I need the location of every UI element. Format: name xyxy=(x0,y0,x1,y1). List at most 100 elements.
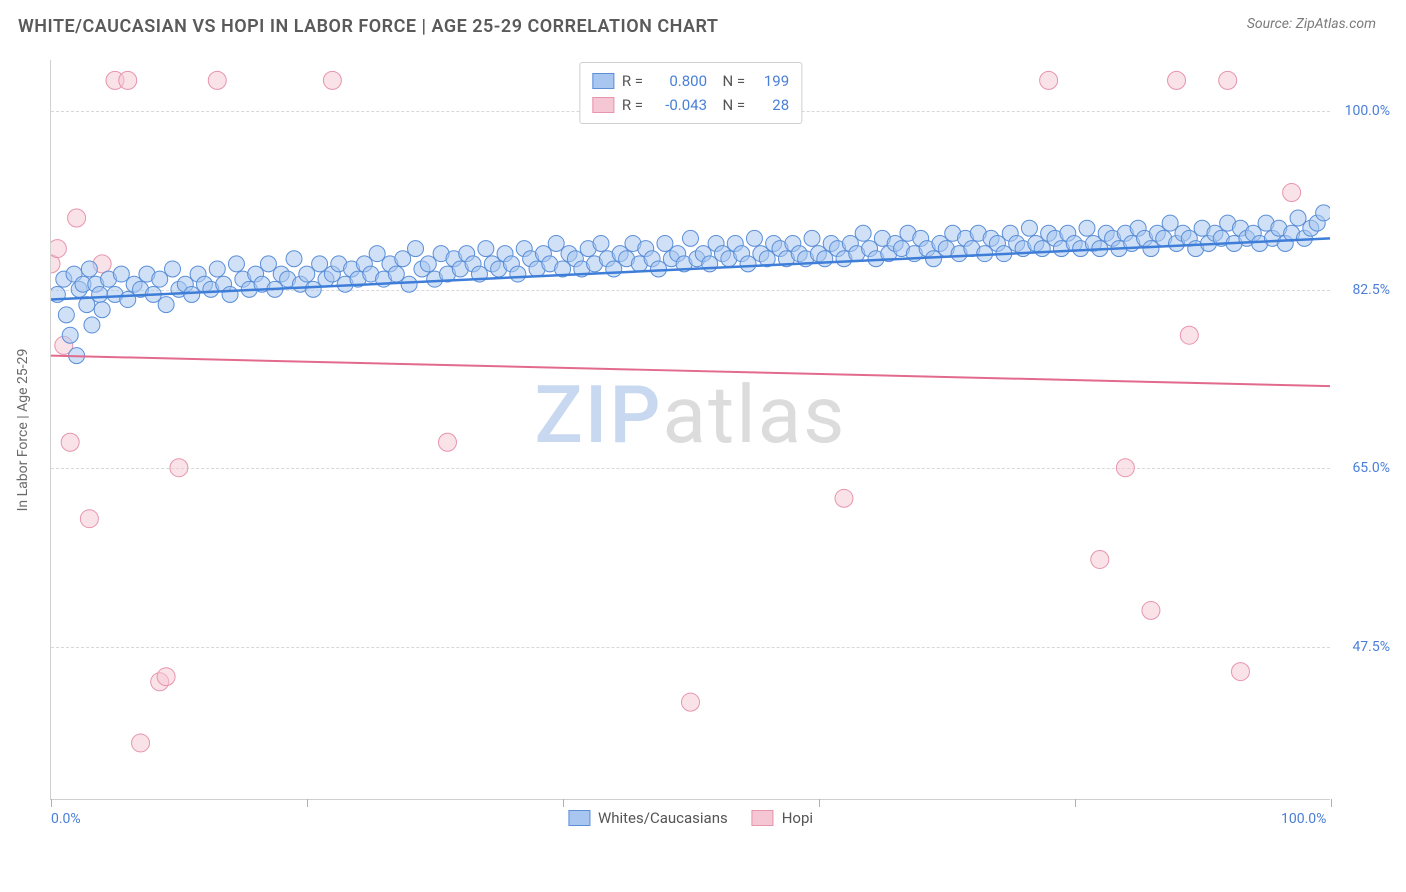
data-point xyxy=(61,433,79,451)
chart-title: WHITE/CAUCASIAN VS HOPI IN LABOR FORCE |… xyxy=(18,16,718,37)
x-tick xyxy=(563,799,564,807)
data-point xyxy=(855,225,871,241)
data-point xyxy=(157,668,175,686)
y-axis-label: In Labor Force | Age 25-29 xyxy=(15,348,31,511)
data-point xyxy=(209,261,225,277)
data-point xyxy=(184,286,200,302)
data-point xyxy=(132,734,150,752)
legend-r-label: R = xyxy=(622,93,643,117)
data-point xyxy=(408,241,424,257)
data-point xyxy=(152,271,168,287)
data-point xyxy=(438,433,456,451)
data-point xyxy=(208,71,226,89)
data-point xyxy=(593,235,609,251)
data-point xyxy=(1091,550,1109,568)
legend-item: Hopi xyxy=(752,809,813,827)
data-point xyxy=(92,286,108,302)
data-point xyxy=(228,256,244,272)
x-tick-label: 100.0% xyxy=(1281,811,1326,827)
data-point xyxy=(1316,205,1330,221)
data-point xyxy=(804,230,820,246)
data-point xyxy=(62,327,78,343)
data-point xyxy=(1162,215,1178,231)
data-point xyxy=(120,292,136,308)
x-tick xyxy=(1331,799,1332,807)
data-point xyxy=(58,307,74,323)
data-point xyxy=(119,71,137,89)
data-point xyxy=(740,256,756,272)
data-point xyxy=(81,261,97,277)
data-point xyxy=(657,235,673,251)
data-point xyxy=(1219,71,1237,89)
data-point xyxy=(388,266,404,282)
data-point xyxy=(51,240,66,258)
data-point xyxy=(1168,71,1186,89)
data-point xyxy=(548,235,564,251)
correlation-legend-row: R = 0.800 N = 199 xyxy=(592,69,789,93)
data-point xyxy=(1040,71,1058,89)
data-point xyxy=(683,230,699,246)
data-point xyxy=(158,297,174,313)
scatter-plot-svg xyxy=(51,60,1330,799)
y-tick-label: 82.5% xyxy=(1352,282,1390,298)
x-tick xyxy=(1075,799,1076,807)
data-point xyxy=(299,266,315,282)
data-point xyxy=(746,230,762,246)
legend-n-value: 28 xyxy=(753,93,789,117)
data-point xyxy=(260,256,276,272)
data-point xyxy=(369,246,385,262)
data-point xyxy=(113,266,129,282)
data-point xyxy=(1231,663,1249,681)
data-point xyxy=(1021,220,1037,236)
data-point xyxy=(165,261,181,277)
legend-n-value: 199 xyxy=(753,69,789,93)
legend-swatch xyxy=(568,810,590,826)
correlation-legend-row: R = -0.043 N = 28 xyxy=(592,93,789,117)
x-tick xyxy=(307,799,308,807)
data-point xyxy=(170,459,188,477)
data-point xyxy=(1079,220,1095,236)
data-point xyxy=(1143,241,1159,257)
source-attribution: Source: ZipAtlas.com xyxy=(1247,16,1376,32)
plot-area: In Labor Force | Age 25-29 ZIPatlas 47.5… xyxy=(50,60,1330,800)
data-point xyxy=(835,489,853,507)
data-point xyxy=(682,693,700,711)
data-point xyxy=(651,261,667,277)
data-point xyxy=(395,251,411,267)
data-point xyxy=(1142,601,1160,619)
data-point xyxy=(1180,326,1198,344)
data-point xyxy=(94,302,110,318)
legend-swatch xyxy=(752,810,774,826)
legend-item: Whites/Caucasians xyxy=(568,809,728,827)
legend-label: Whites/Caucasians xyxy=(598,809,728,827)
trend-line xyxy=(51,356,1330,387)
y-tick-label: 100.0% xyxy=(1345,103,1390,119)
data-point xyxy=(286,251,302,267)
series-legend: Whites/Caucasians Hopi xyxy=(568,809,813,827)
legend-r-value: 0.800 xyxy=(651,69,707,93)
x-tick xyxy=(51,799,52,807)
data-point xyxy=(1290,210,1306,226)
data-point xyxy=(323,71,341,89)
legend-label: Hopi xyxy=(782,809,813,827)
data-point xyxy=(817,251,833,267)
legend-n-label: N = xyxy=(715,69,745,93)
legend-swatch-series2 xyxy=(592,97,614,113)
data-point xyxy=(222,286,238,302)
y-tick-label: 47.5% xyxy=(1352,639,1390,655)
legend-r-label: R = xyxy=(622,69,643,93)
x-tick xyxy=(819,799,820,807)
data-point xyxy=(606,261,622,277)
legend-n-label: N = xyxy=(715,93,745,117)
legend-swatch-series1 xyxy=(592,73,614,89)
y-tick-label: 65.0% xyxy=(1352,460,1390,476)
chart-container: In Labor Force | Age 25-29 ZIPatlas 47.5… xyxy=(50,60,1380,830)
data-point xyxy=(1034,241,1050,257)
data-point xyxy=(1283,184,1301,202)
data-point xyxy=(84,317,100,333)
data-point xyxy=(68,209,86,227)
data-point xyxy=(305,281,321,297)
data-point xyxy=(401,276,417,292)
x-tick-label: 0.0% xyxy=(51,811,81,827)
data-point xyxy=(420,256,436,272)
